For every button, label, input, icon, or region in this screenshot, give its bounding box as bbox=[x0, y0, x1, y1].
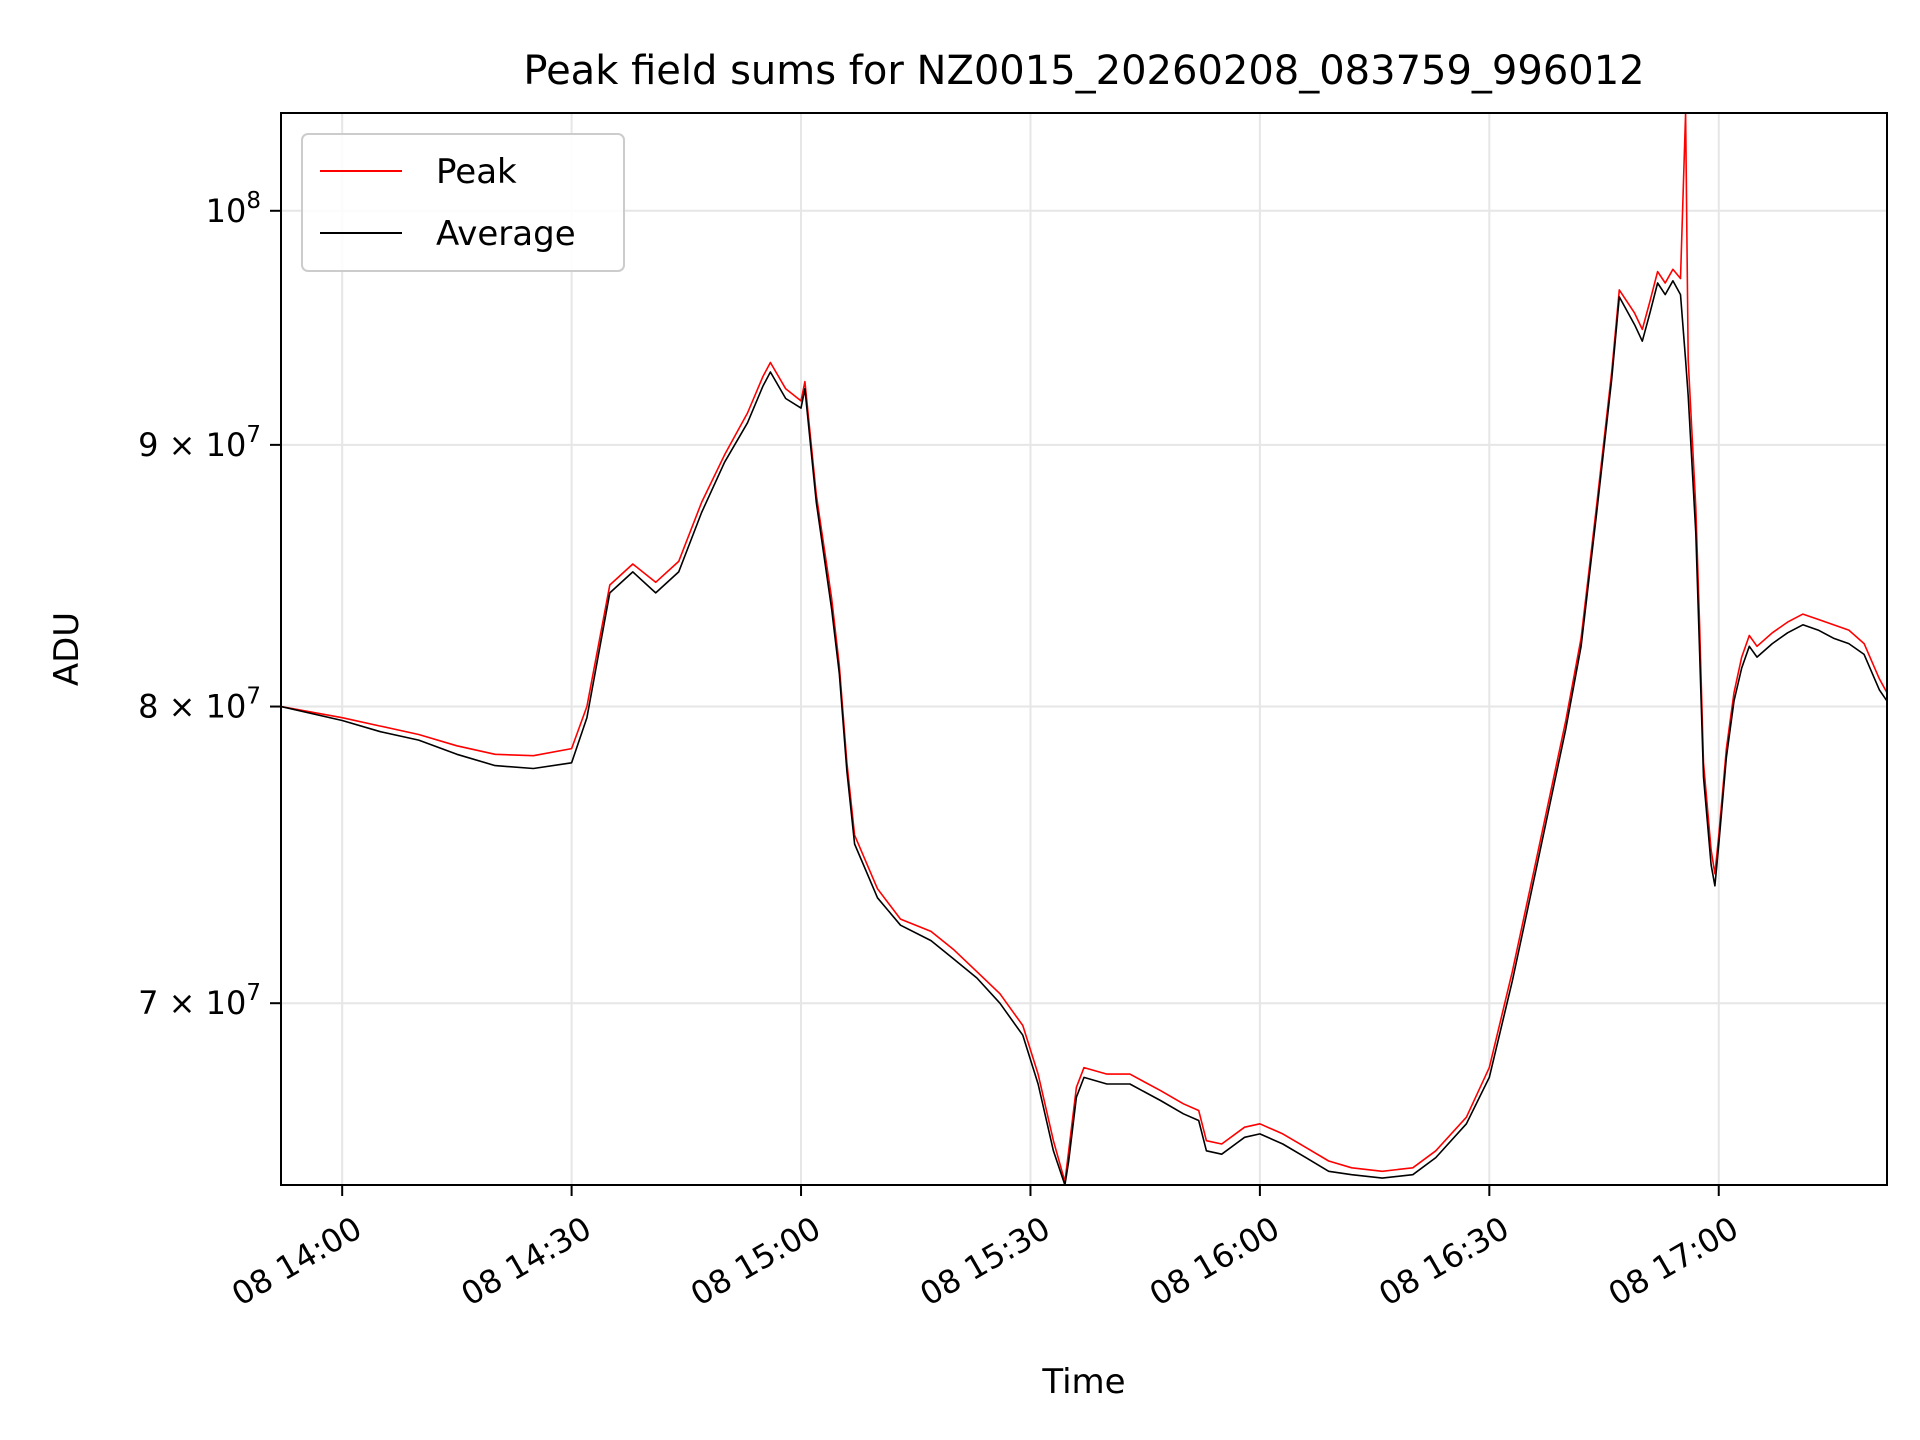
y-tick-exponent: 7 bbox=[246, 422, 261, 448]
x-axis-label: Time bbox=[1041, 1362, 1125, 1402]
y-tick-exponent: 8 bbox=[246, 188, 261, 214]
series-layer bbox=[281, 113, 1887, 1185]
y-tick-exponent: 7 bbox=[246, 684, 261, 710]
y-tick-label: 8 × 107 bbox=[138, 684, 261, 726]
y-tick-label: 7 × 107 bbox=[138, 980, 261, 1022]
series-line-average bbox=[281, 279, 1887, 1185]
y-tick-base: 7 × 10 bbox=[138, 984, 246, 1022]
chart-title: Peak field sums for NZ0015_20260208_0837… bbox=[523, 48, 1644, 94]
legend-label-average: Average bbox=[436, 214, 576, 254]
series-line-peak bbox=[281, 113, 1887, 1183]
plot-frame bbox=[280, 112, 1888, 1186]
y-tick-label: 108 bbox=[206, 188, 261, 230]
y-tick-base: 10 bbox=[206, 192, 247, 230]
legend-label-peak: Peak bbox=[436, 152, 517, 192]
y-axis-label: ADU bbox=[47, 612, 87, 686]
y-tick-exponent: 7 bbox=[246, 980, 261, 1006]
y-tick-base: 8 × 10 bbox=[138, 688, 246, 726]
y-tick-base: 9 × 10 bbox=[138, 426, 246, 464]
y-tick-label: 9 × 107 bbox=[138, 422, 261, 464]
legend: Peak Average bbox=[301, 133, 625, 272]
legend-box bbox=[301, 133, 625, 272]
